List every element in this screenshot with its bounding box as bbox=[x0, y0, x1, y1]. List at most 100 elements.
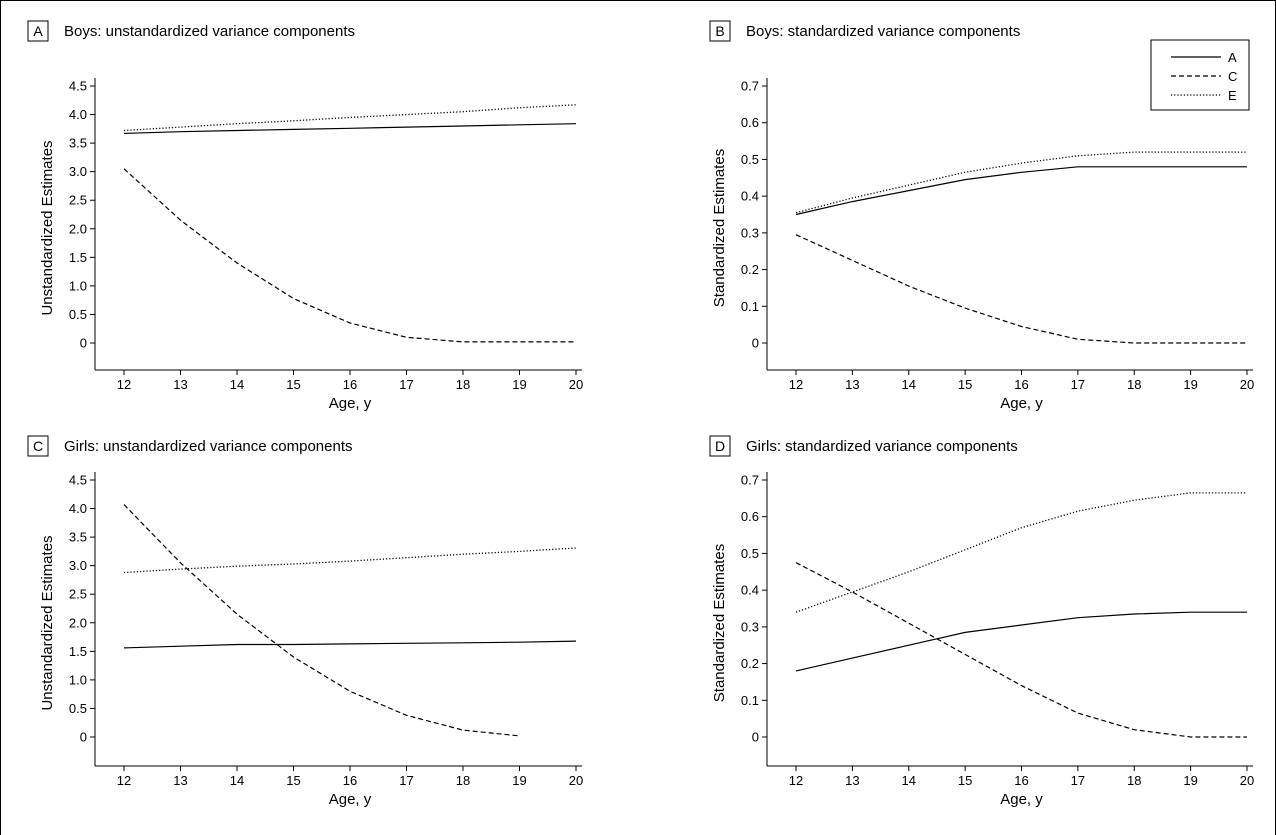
x-tick-label: 15 bbox=[958, 377, 972, 392]
y-tick-label: 3.0 bbox=[69, 558, 87, 573]
y-axis-label: Unstandardized Estimates bbox=[39, 535, 56, 710]
x-tick-label: 13 bbox=[173, 773, 187, 788]
x-tick-label: 16 bbox=[343, 773, 357, 788]
x-tick-label: 19 bbox=[1183, 773, 1197, 788]
series-line-c bbox=[795, 234, 1247, 344]
x-tick-label: 17 bbox=[1071, 773, 1085, 788]
y-tick-label: 0.5 bbox=[69, 701, 87, 716]
x-tick-label: 18 bbox=[1127, 377, 1141, 392]
panel-letter: D bbox=[715, 438, 725, 454]
y-tick-label: 1.0 bbox=[69, 672, 87, 687]
y-tick-label: 1.5 bbox=[69, 644, 87, 659]
x-tick-label: 12 bbox=[117, 377, 131, 392]
y-tick-label: 0.5 bbox=[741, 152, 759, 167]
x-tick-label: 14 bbox=[902, 773, 916, 788]
x-tick-label: 17 bbox=[399, 377, 413, 392]
series-line-a bbox=[123, 640, 577, 649]
x-tick-label: 18 bbox=[456, 773, 470, 788]
y-tick-label: 0 bbox=[752, 730, 759, 745]
y-tick-label: 4.5 bbox=[69, 79, 87, 94]
x-tick-label: 20 bbox=[1240, 773, 1254, 788]
x-tick-label: 14 bbox=[230, 377, 244, 392]
x-axis-label: Age, y bbox=[1000, 395, 1043, 412]
y-tick-label: 1.5 bbox=[69, 250, 87, 265]
y-tick-label: 0 bbox=[80, 336, 87, 351]
x-tick-label: 12 bbox=[789, 773, 803, 788]
panel-letter-box bbox=[27, 20, 49, 42]
y-tick-label: 2.0 bbox=[69, 221, 87, 236]
panel-title: Girls: standardized variance components bbox=[746, 438, 1018, 455]
series-line-c bbox=[123, 168, 576, 343]
y-tick-label: 0.1 bbox=[741, 299, 759, 314]
series-line-c bbox=[123, 504, 520, 737]
y-tick-label: 0 bbox=[752, 336, 759, 351]
y-axis-label: Standardized Estimates bbox=[711, 544, 728, 702]
panel-title: Boys: standardized variance components bbox=[746, 23, 1020, 40]
y-tick-label: 4.5 bbox=[69, 473, 87, 488]
x-tick-label: 15 bbox=[958, 773, 972, 788]
legend-label-c: C bbox=[1228, 69, 1237, 84]
x-tick-label: 19 bbox=[512, 773, 526, 788]
y-tick-label: 0.2 bbox=[741, 656, 759, 671]
legend: ACE bbox=[1150, 39, 1250, 111]
series-line-a bbox=[795, 611, 1247, 672]
panel-title: Boys: unstandardized variance components bbox=[64, 23, 355, 40]
x-tick-label: 14 bbox=[902, 377, 916, 392]
series-line-e bbox=[123, 547, 577, 574]
x-tick-label: 18 bbox=[456, 377, 470, 392]
chart-panel-a: A Boys: unstandardized variance component… bbox=[27, 20, 583, 412]
x-tick-label: 20 bbox=[569, 773, 583, 788]
chart-panel-d: D Girls: standardized variance components… bbox=[709, 435, 1254, 808]
x-tick-label: 13 bbox=[173, 377, 187, 392]
x-tick-label: 16 bbox=[1014, 773, 1028, 788]
series-line-a bbox=[795, 166, 1247, 216]
y-tick-label: 0.1 bbox=[741, 693, 759, 708]
y-tick-label: 2.0 bbox=[69, 615, 87, 630]
x-tick-label: 19 bbox=[1183, 377, 1197, 392]
legend-label-e: E bbox=[1228, 88, 1237, 103]
y-tick-label: 3.0 bbox=[69, 164, 87, 179]
x-tick-label: 15 bbox=[286, 773, 300, 788]
y-tick-label: 0.6 bbox=[741, 509, 759, 524]
legend-label-a: A bbox=[1228, 50, 1237, 65]
panel-title: Girls: unstandardized variance component… bbox=[64, 438, 353, 455]
x-axis-label: Age, y bbox=[1000, 791, 1043, 808]
y-tick-label: 2.5 bbox=[69, 587, 87, 602]
legend-box bbox=[1150, 39, 1250, 111]
panel-letter: B bbox=[715, 23, 724, 39]
x-tick-label: 19 bbox=[512, 377, 526, 392]
y-tick-label: 0.7 bbox=[741, 79, 759, 94]
y-tick-label: 2.5 bbox=[69, 193, 87, 208]
y-axis-label: Standardized Estimates bbox=[711, 149, 728, 307]
x-tick-label: 13 bbox=[845, 377, 859, 392]
series-line-e bbox=[123, 104, 577, 132]
y-tick-label: 0 bbox=[80, 730, 87, 745]
x-tick-label: 12 bbox=[117, 773, 131, 788]
y-tick-label: 3.5 bbox=[69, 136, 87, 151]
y-tick-label: 0.2 bbox=[741, 262, 759, 277]
y-tick-label: 0.5 bbox=[69, 307, 87, 322]
panel-letter-box bbox=[27, 435, 49, 457]
y-tick-label: 0.5 bbox=[741, 546, 759, 561]
y-tick-label: 0.4 bbox=[741, 189, 759, 204]
y-tick-label: 0.3 bbox=[741, 225, 759, 240]
x-axis-label: Age, y bbox=[329, 395, 372, 412]
series-line-e bbox=[795, 151, 1247, 214]
series-line-c bbox=[795, 562, 1247, 738]
series-line-a bbox=[123, 123, 577, 134]
x-tick-label: 20 bbox=[1240, 377, 1254, 392]
series-line-e bbox=[795, 492, 1247, 613]
x-tick-label: 15 bbox=[286, 377, 300, 392]
y-axis-label: Unstandardized Estimates bbox=[39, 140, 56, 315]
x-tick-label: 16 bbox=[1014, 377, 1028, 392]
y-tick-label: 0.4 bbox=[741, 583, 759, 598]
y-tick-label: 0.7 bbox=[741, 473, 759, 488]
x-tick-label: 17 bbox=[399, 773, 413, 788]
x-tick-label: 13 bbox=[845, 773, 859, 788]
y-tick-label: 4.0 bbox=[69, 501, 87, 516]
x-tick-label: 14 bbox=[230, 773, 244, 788]
panel-letter-box bbox=[709, 435, 731, 457]
y-tick-label: 4.0 bbox=[69, 107, 87, 122]
x-tick-label: 18 bbox=[1127, 773, 1141, 788]
